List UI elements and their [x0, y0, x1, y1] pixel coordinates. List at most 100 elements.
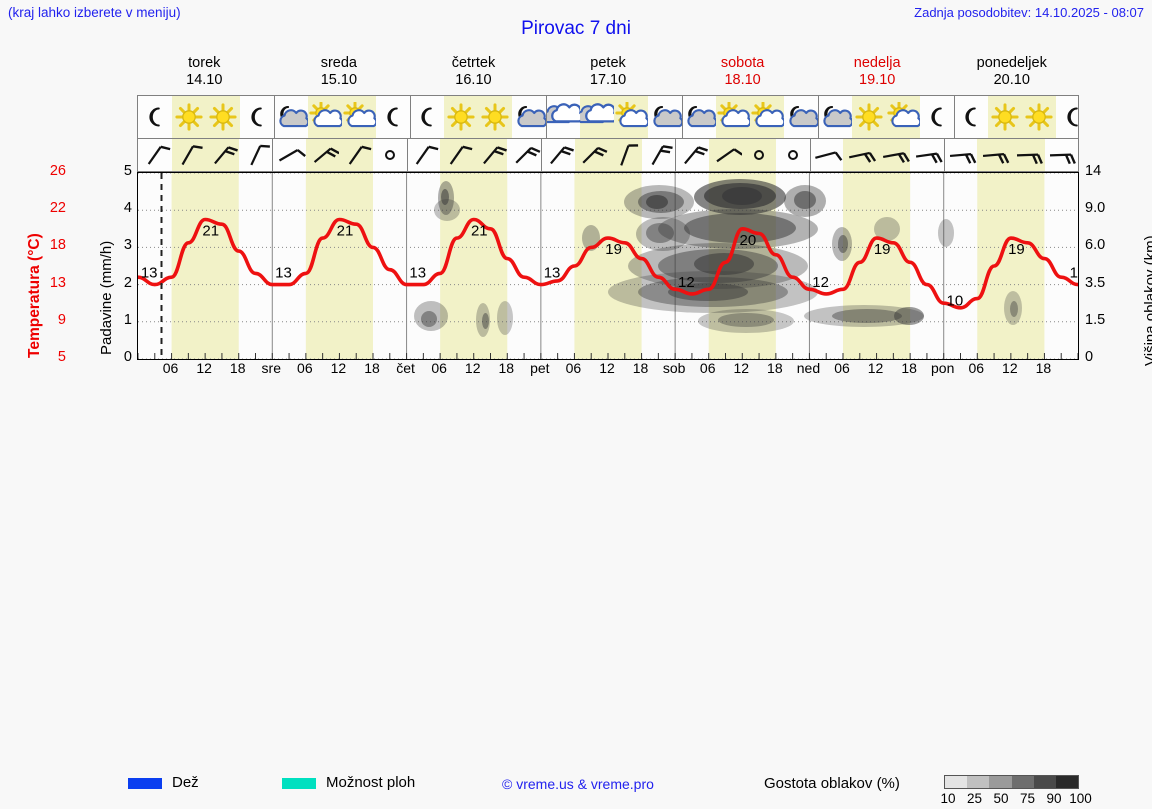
temperature-value-label: 13 [1070, 265, 1078, 282]
cloud-density-step [1011, 776, 1034, 788]
weather-cell [988, 96, 1022, 138]
rain-color-swatch [128, 778, 162, 789]
day-date: 15.10 [320, 72, 358, 88]
cloud-density-step [945, 776, 968, 788]
wind-barb-icon [349, 145, 372, 165]
day-separator [410, 96, 411, 138]
weather-cell [478, 96, 512, 138]
day-separator [274, 96, 275, 138]
wind-cell [943, 139, 978, 171]
weather-cell [852, 96, 886, 138]
temperature-tick-label: 13 [49, 274, 66, 291]
weather-cell [576, 96, 618, 138]
time-tick-label: 18 [229, 360, 246, 376]
temperature-axis-title: Temperatura (°C) [4, 172, 43, 360]
sun-icon [444, 102, 478, 132]
sun-icon [172, 102, 206, 132]
wind-barb-icon [1016, 153, 1043, 165]
wind-barb-icon [214, 146, 238, 165]
temperature-tick-label: 22 [49, 200, 66, 217]
time-tick-label: 18 [632, 360, 649, 376]
day-separator [540, 139, 542, 171]
weather-cell [886, 96, 922, 138]
moon-cloud-icon [682, 102, 718, 132]
wind-barb-icon [882, 152, 910, 164]
cloud-density-tick-label: 100 [1069, 791, 1092, 806]
temperature-value-label: 21 [337, 223, 354, 240]
moon-icon [954, 102, 988, 132]
cloud-height-tick-label: 3.5 [1085, 274, 1106, 291]
temperature-value-label: 13 [275, 265, 292, 282]
temperature-axis-ticks: 26 22 18 13 9 5 [32, 163, 66, 366]
temperature-value-label: 12 [812, 274, 829, 291]
sun-cloud-icon [342, 101, 378, 132]
cloud-density-tick-label: 10 [940, 791, 956, 806]
precipitation-tick-label: 5 [123, 163, 132, 179]
weather-cell [682, 96, 718, 138]
cloud-icon [542, 102, 584, 132]
wind-barb-icon [848, 151, 877, 163]
day-header-ponedeljek: ponedeljek 20.10 [944, 55, 1079, 93]
cloud-density-gradient-bar [944, 775, 1079, 789]
time-tick-label: sre [261, 360, 282, 376]
day-separator [818, 96, 819, 138]
wind-cell [675, 139, 709, 171]
weather-cell [614, 96, 650, 138]
precipitation-tick-label: 4 [123, 200, 132, 217]
wind-barb-icon [949, 153, 976, 164]
temperature-value-label: 13 [141, 265, 158, 282]
day-header-nedelja: nedelja 19.10 [810, 55, 945, 93]
day-name: nedelja [853, 55, 901, 71]
time-axis: 06 12 18 sre 06 12 18 čet 06 12 18 pet 06 12 18 sob 06 12… [137, 360, 1079, 382]
wind-barb-icon [147, 145, 171, 165]
weather-cell [750, 96, 786, 138]
cloud-icon [576, 102, 618, 132]
wind-barb-icon [582, 146, 608, 164]
day-name: ponedeljek [976, 55, 1047, 71]
wind-barb-icon [715, 148, 743, 163]
time-tick-label: 06 [162, 360, 179, 376]
wind-cell [373, 139, 407, 171]
temperature-value-label: 13 [544, 265, 561, 282]
weather-cell [410, 96, 444, 138]
time-tick-label: 06 [699, 360, 716, 376]
time-tick-label: 06 [565, 360, 582, 376]
sun-cloud-icon [614, 101, 650, 132]
time-tick-label: 12 [1002, 360, 1018, 376]
weather-cell [1022, 96, 1056, 138]
temperature-tick-label: 5 [57, 349, 66, 365]
copyright-link[interactable]: © vreme.us & vreme.pro [502, 776, 654, 792]
cloud-height-tick-label: 14 [1085, 163, 1102, 179]
weather-cell [376, 96, 410, 138]
page-title: Pirovac 7 dni [521, 18, 631, 39]
temperature-tick-label: 26 [49, 163, 66, 179]
wind-barb-icon [916, 152, 943, 164]
weather-cell [542, 96, 584, 138]
weather-cell [784, 96, 820, 138]
cloud-density-step [967, 776, 990, 788]
time-tick-label: 12 [867, 360, 884, 376]
weather-cell [308, 96, 344, 138]
day-name: petek [590, 55, 626, 71]
wind-barb-icon [482, 146, 507, 165]
temperature-value-label: 13 [409, 265, 426, 282]
wind-cell [239, 139, 273, 171]
last-update: Zadnja posodobitev: 14.10.2025 - 08:07 [914, 5, 1144, 20]
showers-color-swatch [282, 778, 316, 789]
wind-barb-icon [754, 150, 765, 160]
weather-cell [206, 96, 240, 138]
cloud-density-tick-label: 25 [966, 791, 983, 806]
time-tick-label: 06 [297, 360, 313, 376]
rain-legend-label: Dež [172, 774, 199, 791]
wind-cell [642, 139, 676, 171]
time-tick-label: 12 [733, 360, 750, 376]
cloud-height-axis-title-text: Višina oblakov (km) [1142, 235, 1152, 366]
wind-barb-icon [279, 149, 307, 162]
wind-barb-icon [449, 145, 473, 165]
plot-svg: 13 21 13 21 21 13 19 13 20 12 19 12 19 10 13 [138, 173, 1078, 359]
time-tick-label: 12 [330, 360, 347, 376]
precipitation-axis-ticks: 5 4 3 2 1 0 [104, 163, 132, 366]
temperature-value-label: 21 [202, 223, 219, 240]
moon-icon [240, 102, 274, 132]
temperature-value-label: 20 [740, 232, 757, 249]
